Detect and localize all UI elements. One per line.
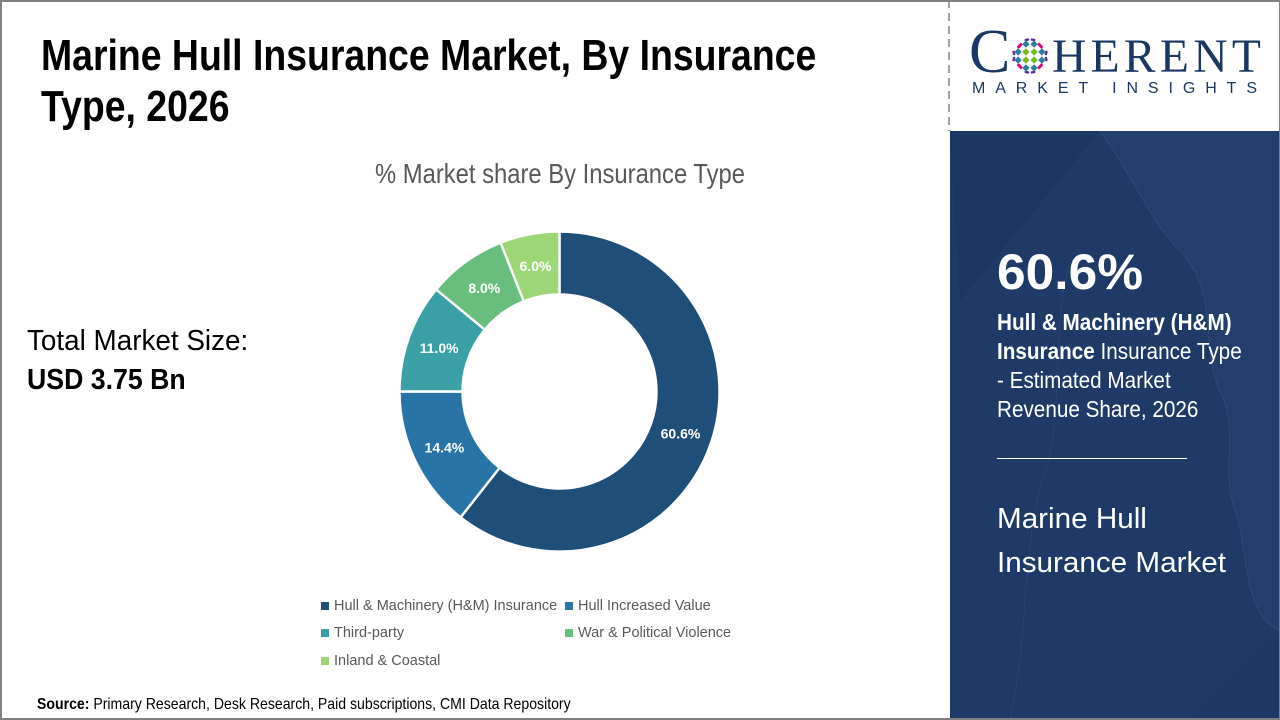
svg-text:60.6%: 60.6% (661, 425, 701, 441)
svg-text:MARKET INSIGHTS: MARKET INSIGHTS (972, 80, 1267, 97)
svg-text:14.4%: 14.4% (425, 440, 465, 456)
svg-text:8.0%: 8.0% (468, 280, 500, 296)
svg-text:C: C (969, 18, 1010, 86)
svg-text:HERENT: HERENT (1052, 31, 1265, 83)
svg-text:6.0%: 6.0% (520, 258, 552, 274)
svg-text:11.0%: 11.0% (420, 340, 459, 356)
